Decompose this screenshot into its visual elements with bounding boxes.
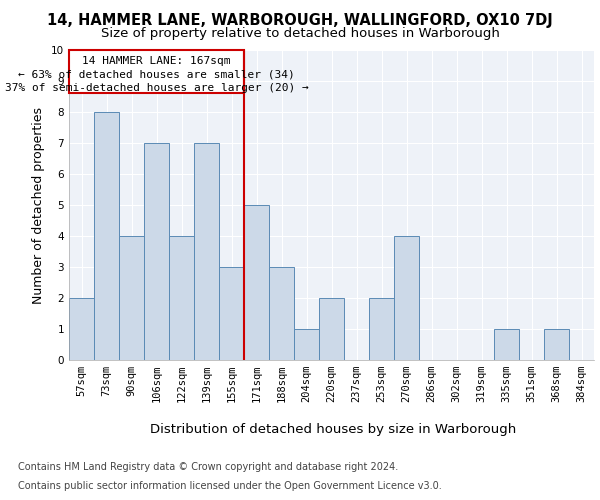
Text: Contains public sector information licensed under the Open Government Licence v3: Contains public sector information licen… bbox=[18, 481, 442, 491]
Bar bbox=[494, 329, 519, 360]
Text: 14 HAMMER LANE: 167sqm: 14 HAMMER LANE: 167sqm bbox=[82, 56, 231, 66]
Text: Distribution of detached houses by size in Warborough: Distribution of detached houses by size … bbox=[150, 422, 516, 436]
Bar bbox=[194, 143, 219, 360]
Bar bbox=[269, 267, 294, 360]
Bar bbox=[219, 267, 244, 360]
Text: Size of property relative to detached houses in Warborough: Size of property relative to detached ho… bbox=[101, 28, 499, 40]
Text: ← 63% of detached houses are smaller (34): ← 63% of detached houses are smaller (34… bbox=[18, 70, 295, 80]
Y-axis label: Number of detached properties: Number of detached properties bbox=[32, 106, 46, 304]
Text: Contains HM Land Registry data © Crown copyright and database right 2024.: Contains HM Land Registry data © Crown c… bbox=[18, 462, 398, 472]
Bar bbox=[144, 143, 169, 360]
Bar bbox=[369, 298, 394, 360]
Bar bbox=[319, 298, 344, 360]
Bar bbox=[294, 329, 319, 360]
FancyBboxPatch shape bbox=[69, 50, 244, 94]
Bar bbox=[394, 236, 419, 360]
Bar bbox=[544, 329, 569, 360]
Bar bbox=[244, 205, 269, 360]
Bar bbox=[119, 236, 144, 360]
Text: 14, HAMMER LANE, WARBOROUGH, WALLINGFORD, OX10 7DJ: 14, HAMMER LANE, WARBOROUGH, WALLINGFORD… bbox=[47, 12, 553, 28]
Bar bbox=[94, 112, 119, 360]
Text: 37% of semi-detached houses are larger (20) →: 37% of semi-detached houses are larger (… bbox=[5, 83, 308, 93]
Bar bbox=[69, 298, 94, 360]
Bar bbox=[169, 236, 194, 360]
